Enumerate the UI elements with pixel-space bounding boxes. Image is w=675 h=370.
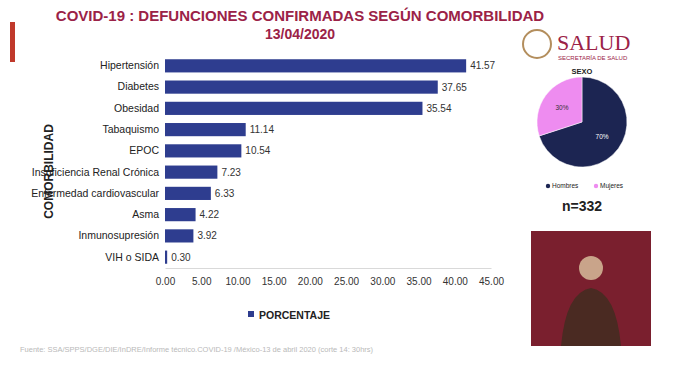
bar	[165, 59, 466, 72]
x-tick-label: 45.00	[479, 276, 504, 287]
y-tick-label: VIH o SIDA	[105, 251, 159, 263]
x-axis-line	[166, 268, 492, 269]
pie-legend-item: Mujeres	[594, 182, 624, 190]
pie-legend: Hombres Mujeres	[546, 182, 624, 190]
legend: PORCENTAJE	[248, 309, 330, 321]
pie-legend-swatch	[594, 184, 598, 188]
x-axis: 0.00 5.00 10.00 15.00 20.00 25.00 30.00 35.00 40…	[156, 268, 505, 287]
data-label: 35.54	[426, 103, 451, 114]
y-tick: Hipertensión	[100, 59, 165, 71]
interpreter-head	[579, 256, 603, 280]
pie-legend-label: Hombres	[552, 182, 579, 189]
x-tick-label: 25.00	[334, 276, 359, 287]
bar	[165, 187, 211, 200]
x-tick-label: 0.00	[156, 276, 176, 287]
logo-subtitle: SECRETARÍA DE SALUD	[558, 55, 628, 61]
x-tick: 25.00	[334, 268, 359, 287]
y-tick-label: Asma	[132, 208, 159, 220]
x-tick: 20.00	[298, 268, 323, 287]
bar	[165, 81, 438, 94]
y-tick-label: Hipertensión	[100, 59, 159, 71]
pie-slice	[537, 77, 582, 136]
y-tick: Asma	[132, 208, 165, 220]
bar	[165, 102, 422, 115]
data-label: 0.30	[171, 252, 191, 263]
pie-legend-swatch	[546, 184, 550, 188]
bar	[165, 123, 246, 136]
data-label: 10.54	[245, 145, 270, 156]
data-label: 41.57	[470, 60, 495, 71]
pie-labels: 70% 30%	[555, 104, 608, 140]
y-axis: Hipertensión Diabetes Obesidad Tabaquismo EP…	[31, 59, 165, 262]
data-label: 4.22	[200, 209, 220, 220]
x-tick: 15.00	[262, 268, 287, 287]
subtitle: 13/04/2020	[265, 26, 335, 42]
y-tick: EPOC	[129, 144, 165, 156]
x-tick: 35.00	[407, 268, 432, 287]
canvas: COVID-19 : DEFUNCIONES CONFIRMADAS SEGÚN…	[0, 0, 675, 370]
y-tick: Diabetes	[118, 80, 165, 92]
pie-title: SEXO	[572, 67, 593, 76]
x-tick: 45.00	[479, 268, 504, 287]
bar	[165, 229, 193, 242]
interpreter-body	[561, 288, 621, 346]
data-label: 37.65	[442, 82, 467, 93]
x-tick-label: 40.00	[443, 276, 468, 287]
bar	[165, 166, 217, 179]
annotation: n=332	[562, 198, 602, 214]
data-label: 7.23	[221, 167, 241, 178]
legend-swatch	[248, 311, 254, 317]
bar	[165, 208, 196, 221]
bar	[165, 251, 167, 264]
x-tick-label: 5.00	[192, 276, 212, 287]
y-tick: VIH o SIDA	[105, 251, 165, 263]
y-tick-label: Inmunosupresión	[78, 229, 159, 241]
bars	[165, 59, 466, 263]
x-tick-label: 15.00	[262, 276, 287, 287]
y-tick-label: Tabaquismo	[102, 123, 159, 135]
background	[0, 0, 675, 370]
data-labels: 41.5737.65 35.54 11.14 10.54 7.23 6.33 4.22 3.9…	[171, 60, 495, 262]
y-tick-label: EPOC	[129, 144, 159, 156]
y-axis-title: COMORBILIDAD	[42, 124, 56, 219]
x-tick: 5.00	[192, 268, 212, 287]
x-tick: 40.00	[443, 268, 468, 287]
side-accent	[10, 22, 15, 62]
x-tick-label: 10.00	[225, 276, 250, 287]
y-tick-label: Obesidad	[114, 102, 159, 114]
y-tick: Obesidad	[114, 102, 165, 114]
pie-label: 30%	[555, 104, 568, 111]
logo-emblem	[523, 30, 551, 58]
pie	[537, 77, 627, 167]
y-tick: Tabaquismo	[102, 123, 165, 135]
pie-label: 70%	[596, 133, 609, 140]
data-label: 6.33	[215, 188, 235, 199]
data-label: 11.14	[250, 124, 275, 135]
x-tick: 0.00	[156, 268, 176, 287]
x-tick: 30.00	[370, 268, 395, 287]
logo: SALUD	[557, 30, 630, 55]
legend-label: PORCENTAJE	[259, 309, 330, 321]
y-tick-label: Diabetes	[118, 80, 159, 92]
y-tick: Inmunosupresión	[78, 229, 165, 241]
x-tick-label: 35.00	[407, 276, 432, 287]
x-tick-label: 20.00	[298, 276, 323, 287]
data-label: 3.92	[197, 230, 217, 241]
source: Fuente: SSA/SPPS/DGE/DIE/InDRE/Informe t…	[20, 345, 374, 354]
pie-legend-label: Mujeres	[600, 182, 624, 190]
x-tick: 10.00	[225, 268, 250, 287]
video-inset	[531, 231, 651, 346]
pie-legend-item: Hombres	[546, 182, 579, 189]
bar	[165, 144, 241, 157]
title: COVID-19 : DEFUNCIONES CONFIRMADAS SEGÚN…	[56, 7, 545, 24]
x-tick-label: 30.00	[370, 276, 395, 287]
